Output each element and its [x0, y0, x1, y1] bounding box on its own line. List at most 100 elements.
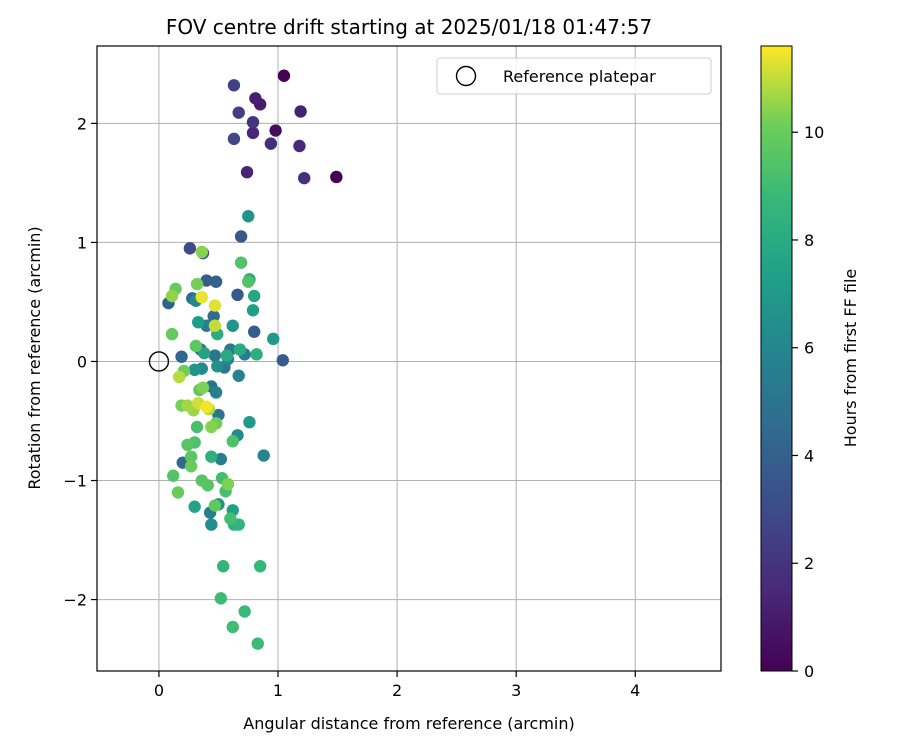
data-point — [234, 230, 248, 243]
data-point — [188, 363, 201, 377]
colorbar-tick-label: 10 — [804, 123, 824, 142]
data-point — [233, 343, 247, 356]
data-point — [184, 460, 198, 473]
data-point — [171, 486, 185, 499]
data-point — [200, 274, 213, 287]
data-point — [209, 386, 223, 399]
data-point — [246, 304, 260, 317]
y-axis-label: Rotation from reference (arcmin) — [25, 226, 44, 489]
data-point — [175, 350, 188, 363]
data-point — [181, 399, 194, 412]
data-point — [208, 299, 222, 312]
data-point — [234, 256, 248, 269]
data-point — [231, 288, 244, 302]
data-point — [192, 315, 205, 329]
data-point — [205, 450, 218, 463]
colorbar-tick-label: 0 — [804, 662, 814, 681]
data-point — [195, 474, 208, 487]
data-point — [208, 499, 222, 512]
data-point — [232, 106, 245, 119]
grid — [97, 46, 721, 671]
data-point — [253, 560, 267, 573]
data-point — [242, 275, 255, 288]
data-point — [205, 518, 218, 531]
data-point — [195, 245, 208, 259]
legend: Reference platepar — [436, 57, 712, 95]
scatter-points — [162, 69, 343, 650]
y-tick-label: −1 — [63, 472, 87, 491]
data-point — [242, 210, 255, 223]
data-point — [190, 420, 204, 434]
colorbar-axis: 0 2 4 6 8 10 — [792, 123, 824, 681]
data-point — [214, 452, 228, 466]
data-point — [196, 381, 210, 394]
y-tick-label: 1 — [77, 233, 87, 252]
data-point — [257, 449, 270, 462]
x-tick-label: 4 — [630, 681, 640, 700]
colorbar-tick-label: 6 — [804, 339, 814, 358]
reference-marker-layer — [148, 351, 170, 372]
data-point — [209, 275, 223, 288]
y-axis: −2 −1 0 1 2 — [63, 114, 97, 610]
x-tick-label: 3 — [511, 681, 521, 700]
data-point — [165, 289, 179, 303]
data-point — [211, 360, 224, 373]
data-point — [224, 512, 237, 525]
data-point — [277, 69, 291, 82]
data-point — [226, 319, 239, 332]
x-tick-label: 2 — [392, 681, 402, 700]
data-point — [246, 115, 260, 129]
y-tick-label: −2 — [63, 591, 87, 610]
data-point — [293, 139, 306, 153]
data-point — [240, 165, 254, 179]
data-point — [188, 500, 201, 513]
x-axis: 0 1 2 3 4 — [154, 671, 640, 700]
legend-reference-marker — [455, 65, 477, 87]
data-point — [183, 242, 197, 255]
data-point — [220, 349, 234, 362]
data-point — [190, 277, 204, 291]
data-point — [181, 438, 194, 452]
data-point — [247, 289, 261, 303]
x-tick-label: 1 — [273, 681, 283, 700]
data-point — [227, 132, 241, 146]
data-point — [238, 605, 251, 618]
colorbar — [760, 45, 793, 672]
data-point — [226, 435, 239, 448]
data-point — [226, 620, 239, 634]
colorbar-tick-label: 8 — [804, 231, 814, 250]
data-point — [269, 124, 282, 137]
legend-label: Reference platepar — [503, 67, 656, 86]
data-point — [217, 560, 230, 573]
data-point — [243, 415, 256, 429]
y-tick-label: 0 — [77, 352, 87, 371]
data-point — [172, 370, 186, 384]
data-point — [195, 290, 208, 304]
data-point — [165, 327, 179, 341]
data-point — [232, 369, 245, 382]
data-point — [247, 325, 261, 338]
data-point — [249, 92, 262, 105]
data-point — [189, 339, 203, 353]
data-point — [208, 349, 222, 362]
data-point — [330, 170, 343, 184]
colorbar-label: Hours from first FF file — [841, 269, 860, 448]
data-point — [264, 137, 278, 150]
data-point — [207, 310, 220, 323]
data-point — [200, 400, 213, 413]
y-tick-label: 2 — [77, 114, 87, 133]
legend-box — [436, 57, 712, 95]
data-point — [294, 105, 307, 118]
reference-platepar-marker — [148, 351, 170, 372]
data-point — [246, 126, 260, 140]
data-point — [251, 637, 264, 650]
data-point — [276, 354, 289, 367]
data-point — [184, 450, 198, 463]
data-point — [205, 420, 218, 434]
chart-title: FOV centre drift starting at 2025/01/18 … — [166, 15, 652, 39]
data-point — [298, 171, 311, 185]
data-point — [197, 346, 211, 360]
data-point — [250, 348, 263, 361]
data-point — [167, 469, 180, 482]
